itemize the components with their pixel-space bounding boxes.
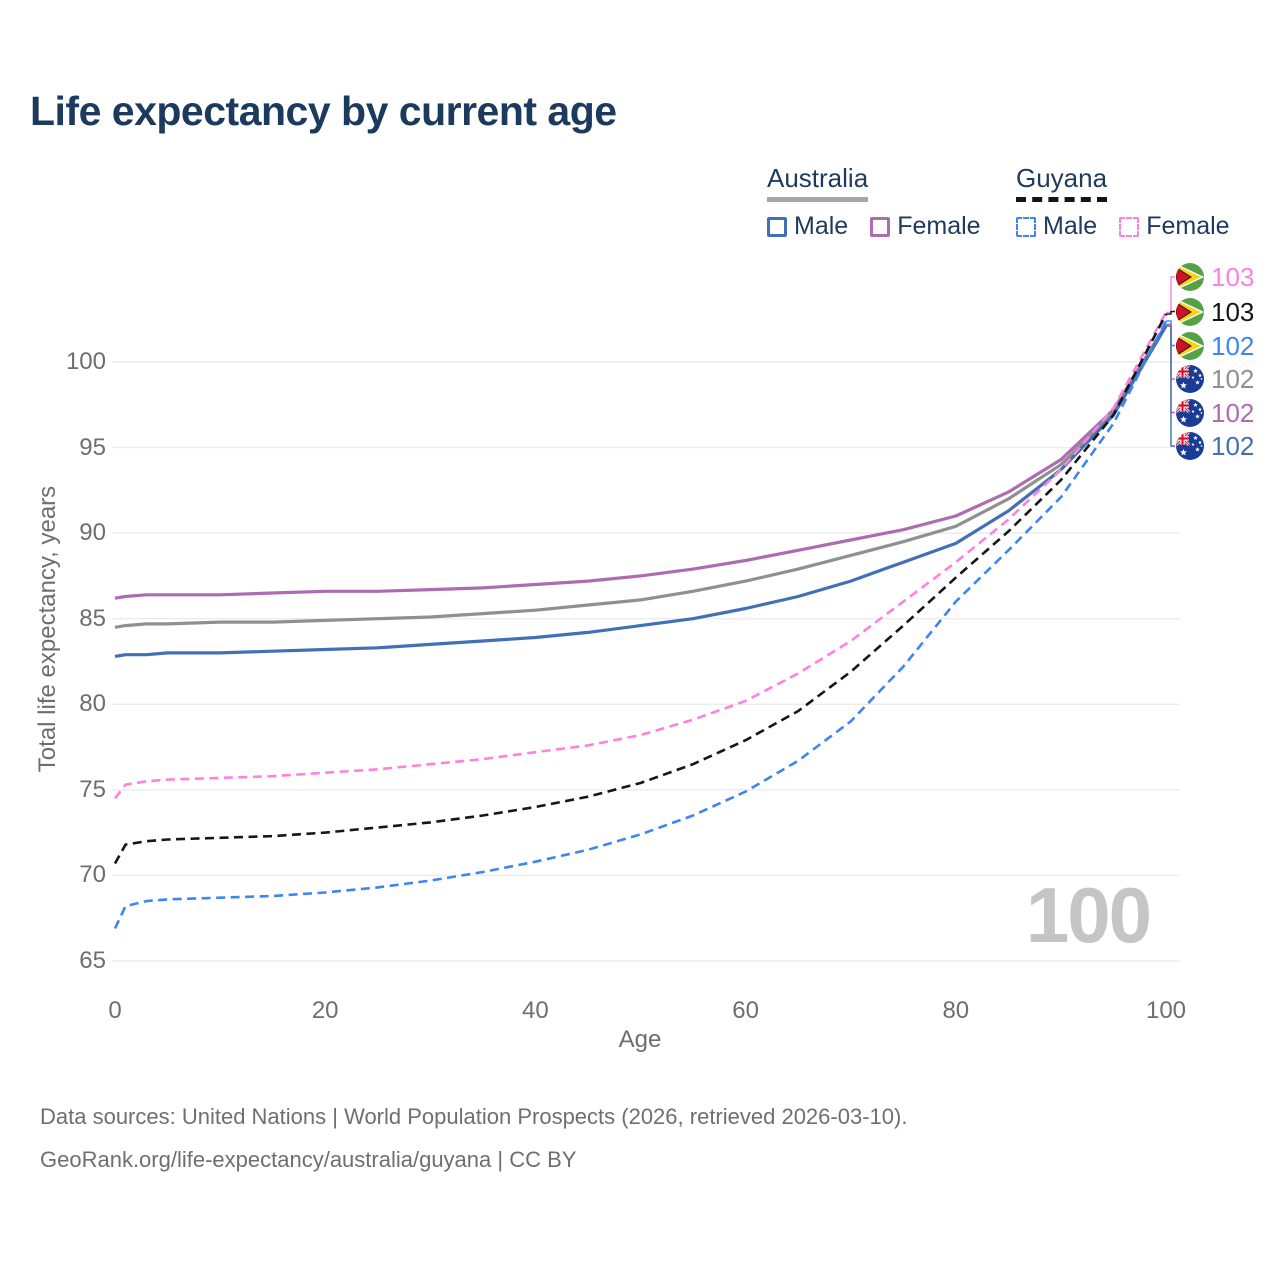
x-tick-60: 60	[732, 997, 759, 1024]
series-line-guyana-female[interactable]	[113, 311, 1168, 800]
footer: Data sources: United Nations | World Pop…	[40, 1104, 907, 1190]
legend-underline-australia	[767, 197, 868, 202]
end-label-row-australia-male: 102	[1176, 432, 1254, 460]
series-line-guyana-total[interactable]	[113, 313, 1168, 865]
legend-label-guyana-female[interactable]: Female	[1146, 212, 1230, 240]
x-tick-20: 20	[311, 997, 339, 1024]
legend-country-guyana: Guyana	[1016, 163, 1108, 193]
legend-toggle-guyana-male[interactable]	[1016, 216, 1036, 237]
end-label-connector-australia-male	[1166, 325, 1175, 447]
series-line-australia-male[interactable]	[114, 325, 1168, 658]
end-label-row-australia-female: 102	[1176, 397, 1255, 428]
y-tick-100: 100	[65, 348, 106, 375]
series-line-australia-total[interactable]	[114, 323, 1168, 629]
legend-underline-guyana	[1016, 197, 1107, 202]
end-label-value: 102	[1211, 397, 1255, 428]
end-label-value: 102	[1211, 330, 1255, 361]
y-tick-65: 65	[79, 947, 106, 974]
legend-items-guyana: Male Female	[1016, 212, 1252, 241]
end-label-row-guyana-male: 102	[1176, 330, 1255, 361]
australia-flag-icon	[1176, 398, 1204, 427]
y-tick-75: 75	[79, 775, 106, 803]
australia-flag-icon	[1176, 432, 1204, 460]
series-line-guyana-male[interactable]	[113, 320, 1168, 930]
y-tick-80: 80	[79, 690, 106, 718]
end-label-value: 102	[1211, 364, 1255, 394]
y-tick-95: 95	[79, 433, 106, 461]
x-axis-title: Age	[618, 1026, 662, 1053]
legend-toggle-australia-female[interactable]	[870, 216, 891, 237]
legend-label-australia-female[interactable]: Female	[897, 212, 981, 240]
y-tick-90: 90	[79, 519, 106, 547]
footer-data-sources: Data sources: United Nations | World Pop…	[40, 1104, 908, 1129]
guyana-flag-icon	[1176, 331, 1204, 360]
end-label-connector-guyana-total	[1166, 310, 1175, 315]
series-line-australia-female[interactable]	[114, 323, 1168, 600]
legend-items-australia: Male Female	[767, 212, 1003, 241]
legend-toggle-guyana-female[interactable]	[1119, 216, 1140, 237]
australia-flag-icon	[1176, 365, 1204, 393]
legend-label-guyana-male[interactable]: Male	[1043, 212, 1098, 240]
legend-country-australia: Australia	[767, 163, 869, 193]
end-label-value: 102	[1211, 431, 1255, 461]
legend-group-australia: Australia Male Female	[767, 163, 1003, 241]
end-label-connector-guyana-female	[1166, 276, 1175, 314]
guyana-flag-icon	[1176, 297, 1204, 326]
y-tick-70: 70	[79, 861, 106, 889]
end-label-value: 103	[1211, 296, 1255, 327]
legend-group-guyana: Guyana Male Female	[1016, 163, 1252, 241]
end-label-row-guyana-female: 103	[1176, 263, 1254, 291]
y-tick-85: 85	[79, 604, 106, 632]
legend-label-australia-male[interactable]: Male	[794, 212, 849, 240]
x-tick-100: 100	[1145, 997, 1187, 1024]
end-label-row-guyana-total: 103	[1176, 296, 1255, 327]
y-axis-title: Total life expectancy, years	[34, 485, 61, 773]
end-label-value: 103	[1211, 262, 1255, 292]
guyana-flag-icon	[1176, 263, 1204, 291]
age-watermark: 100	[1025, 871, 1152, 959]
x-tick-80: 80	[942, 997, 970, 1024]
footer-attribution: GeoRank.org/life-expectancy/australia/gu…	[40, 1147, 577, 1172]
x-tick-40: 40	[522, 997, 549, 1024]
x-tick-0: 0	[108, 997, 122, 1024]
legend-toggle-australia-male[interactable]	[767, 216, 787, 237]
page-title: Life expectancy by current age	[30, 88, 617, 134]
end-label-row-australia-total: 102	[1176, 365, 1254, 393]
